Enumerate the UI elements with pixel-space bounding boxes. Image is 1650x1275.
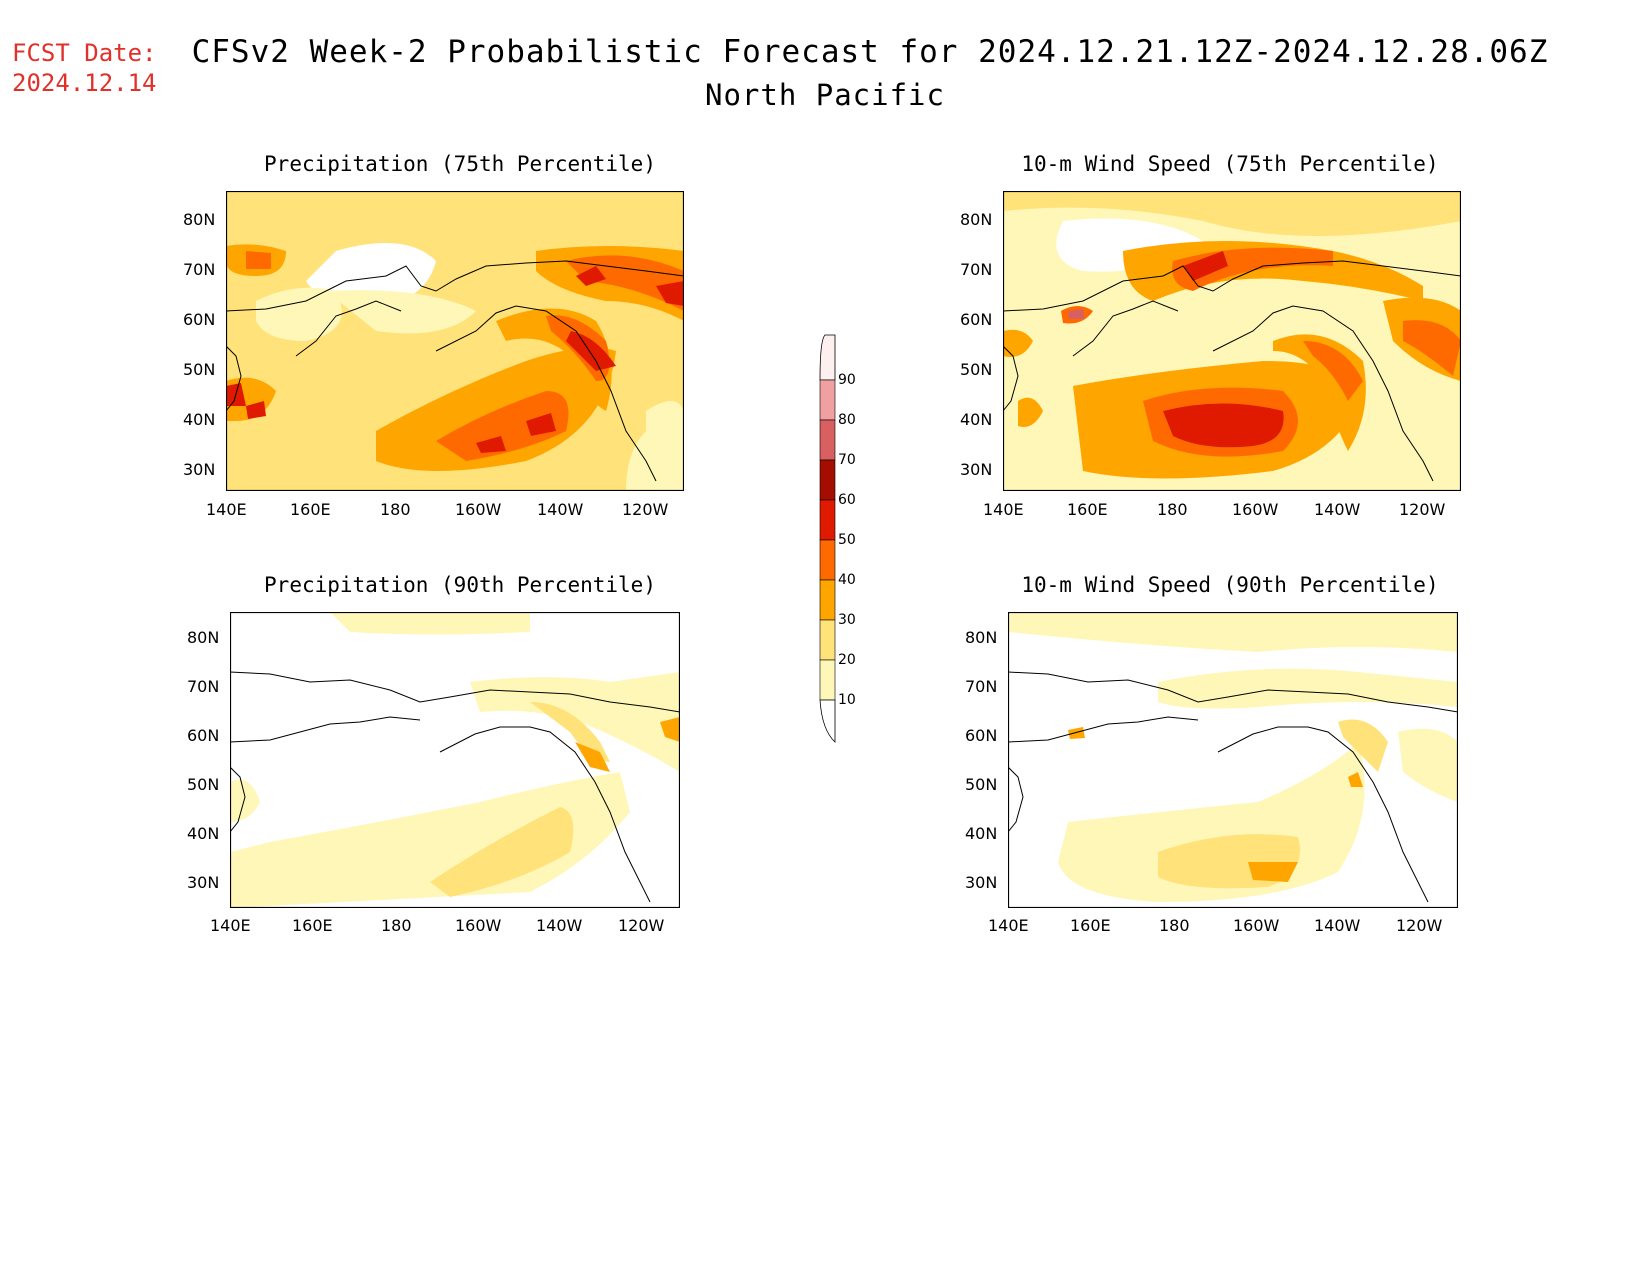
map-wind90-svg	[1008, 612, 1458, 908]
lat-label: 50N	[960, 360, 993, 379]
colorbar-swatch-40	[819, 579, 836, 621]
lon-label: 120W	[1399, 500, 1446, 519]
lon-label: 180	[380, 500, 411, 519]
map-wind75-svg	[1003, 191, 1461, 491]
lon-label: 120W	[618, 916, 665, 935]
lat-label: 50N	[183, 360, 216, 379]
colorbar-swatch-30	[819, 619, 836, 661]
lat-label: 40N	[187, 824, 220, 843]
colorbar-svg	[819, 334, 836, 743]
map-precip90	[230, 612, 680, 908]
lat-label: 60N	[960, 310, 993, 329]
lat-label: 70N	[960, 260, 993, 279]
lon-label: 140W	[536, 916, 583, 935]
colorbar-tick: 60	[838, 492, 856, 508]
lat-label: 70N	[183, 260, 216, 279]
lat-label: 40N	[965, 824, 998, 843]
lat-label: 30N	[965, 873, 998, 892]
lat-label: 50N	[187, 775, 220, 794]
lat-label: 70N	[965, 677, 998, 696]
colorbar-swatch-20	[819, 659, 836, 701]
lat-label: 80N	[960, 210, 993, 229]
colorbar-tick: 40	[838, 572, 856, 588]
colorbar-tick: 90	[838, 372, 856, 388]
lon-label: 160E	[1070, 916, 1111, 935]
lon-label: 160W	[1232, 500, 1279, 519]
colorbar-swatch-70	[819, 459, 836, 501]
lon-label: 140W	[537, 500, 584, 519]
colorbar-swatch-80	[819, 419, 836, 461]
panel-title-wind75: 10-m Wind Speed (75th Percentile)	[1021, 152, 1439, 176]
colorbar-tick: 70	[838, 452, 856, 468]
colorbar-tick: 50	[838, 532, 856, 548]
colorbar-tick: 80	[838, 412, 856, 428]
colorbar-swatch-90	[819, 379, 836, 421]
lon-label: 140E	[206, 500, 247, 519]
lon-label: 160W	[455, 916, 502, 935]
lat-label: 60N	[187, 726, 220, 745]
map-wind90	[1008, 612, 1458, 908]
figure-title: CFSv2 Week-2 Probabilistic Forecast for …	[191, 34, 1549, 70]
lat-label: 80N	[187, 628, 220, 647]
lon-label: 140E	[988, 916, 1029, 935]
panel-title-precip90: Precipitation (90th Percentile)	[264, 573, 656, 597]
lat-label: 40N	[960, 410, 993, 429]
lat-label: 40N	[183, 410, 216, 429]
map-precip75-svg	[226, 191, 684, 491]
lon-label: 140W	[1314, 500, 1361, 519]
colorbar: 10 20 30 40 50 60 70 80 90	[800, 330, 860, 754]
lat-label: 30N	[183, 460, 216, 479]
lat-label: 60N	[965, 726, 998, 745]
lon-label: 160E	[1067, 500, 1108, 519]
lon-label: 160E	[290, 500, 331, 519]
lon-label: 160E	[292, 916, 333, 935]
lat-label: 80N	[183, 210, 216, 229]
figure-subtitle: North Pacific	[705, 78, 945, 112]
map-wind75	[1003, 191, 1461, 491]
lon-label: 180	[381, 916, 412, 935]
panel-title-precip75: Precipitation (75th Percentile)	[264, 152, 656, 176]
colorbar-swatch-60	[819, 499, 836, 541]
colorbar-tick: 30	[838, 612, 856, 628]
lat-label: 70N	[187, 677, 220, 696]
map-precip75	[226, 191, 684, 491]
lon-label: 160W	[455, 500, 502, 519]
lon-label: 160W	[1233, 916, 1280, 935]
lon-label: 120W	[1396, 916, 1443, 935]
lon-label: 120W	[622, 500, 669, 519]
map-precip90-svg	[230, 612, 680, 908]
lon-label: 180	[1159, 916, 1190, 935]
fcst-date: FCST Date: 2024.12.14	[12, 38, 157, 98]
fcst-date-label: FCST Date:	[12, 39, 157, 67]
lat-label: 30N	[187, 873, 220, 892]
lat-label: 50N	[965, 775, 998, 794]
lon-label: 140E	[210, 916, 251, 935]
colorbar-swatch-50	[819, 539, 836, 581]
lon-label: 140W	[1314, 916, 1361, 935]
lat-label: 60N	[183, 310, 216, 329]
colorbar-tick: 20	[838, 652, 856, 668]
lon-label: 140E	[983, 500, 1024, 519]
lon-label: 180	[1157, 500, 1188, 519]
panel-title-wind90: 10-m Wind Speed (90th Percentile)	[1021, 573, 1439, 597]
lat-label: 30N	[960, 460, 993, 479]
lat-label: 80N	[965, 628, 998, 647]
colorbar-tick: 10	[838, 692, 856, 708]
fcst-date-value: 2024.12.14	[12, 69, 157, 97]
